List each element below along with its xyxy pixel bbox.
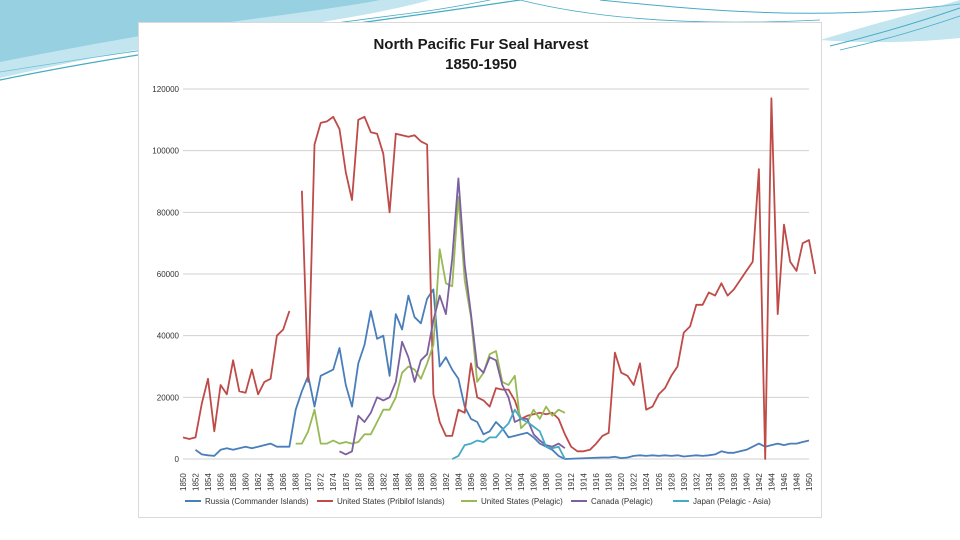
x-tick-label-1856: 1856 (217, 473, 226, 491)
x-tick-label-1862: 1862 (254, 473, 263, 491)
x-tick-label-1910: 1910 (555, 473, 564, 491)
x-tick-label-1898: 1898 (479, 473, 488, 491)
x-tick-label-1918: 1918 (605, 473, 614, 491)
line-chart: 0 20000 40000 60000 80000 100000 120000 1850 185… (152, 85, 817, 506)
series-line-0 (194, 288, 810, 460)
chart-title-line-1: North Pacific Fur Seal Harvest (373, 36, 589, 53)
legend-entry-3: Canada (Pelagic) (591, 497, 653, 506)
x-tick-label-1886: 1886 (404, 473, 413, 491)
x-tick-label-1914: 1914 (580, 473, 589, 491)
x-tick-label-1868: 1868 (292, 473, 301, 491)
x-tick-label-1896: 1896 (467, 473, 476, 491)
x-tick-label-1874: 1874 (329, 473, 338, 491)
series-line-2 (295, 196, 566, 445)
x-tick-label-1870: 1870 (304, 473, 313, 491)
y-tick-label-120000: 120000 (152, 85, 179, 94)
x-tick-label-1930: 1930 (680, 473, 689, 491)
series-line-1 (182, 97, 817, 460)
x-tick-label-1858: 1858 (229, 473, 238, 491)
legend-entry-4: Japan (Pelagic - Asia) (693, 497, 771, 506)
x-tick-label-1872: 1872 (317, 473, 326, 491)
x-tick-label-1888: 1888 (417, 473, 426, 491)
x-tick-label-1900: 1900 (492, 473, 501, 491)
x-tick-label-1948: 1948 (792, 473, 801, 491)
x-tick-label-1876: 1876 (342, 473, 351, 491)
y-tick-label-80000: 80000 (157, 208, 180, 217)
x-tick-label-1894: 1894 (454, 473, 463, 491)
x-tick-label-1946: 1946 (780, 473, 789, 491)
chart-title: North Pacific Fur Seal Harvest 1850-1950 (139, 35, 823, 75)
y-tick-label-100000: 100000 (152, 147, 179, 156)
legend-entry-2: United States (Pelagic) (481, 497, 563, 506)
x-tick-label-1942: 1942 (755, 473, 764, 491)
x-tick-label-1892: 1892 (442, 473, 451, 491)
x-tick-label-1850: 1850 (179, 473, 188, 491)
x-tick-label-1902: 1902 (505, 473, 514, 491)
x-tick-label-1950: 1950 (805, 473, 814, 491)
x-tick-label-1854: 1854 (204, 473, 213, 491)
chart-panel: North Pacific Fur Seal Harvest 1850-1950… (138, 22, 822, 518)
legend-entry-0: Russia (Commander Islands) (205, 497, 309, 506)
x-tick-label-1928: 1928 (667, 473, 676, 491)
x-tick-label-1938: 1938 (730, 473, 739, 491)
x-tick-label-1860: 1860 (242, 473, 251, 491)
x-tick-label-1884: 1884 (392, 473, 401, 491)
y-tick-label-0: 0 (175, 455, 180, 464)
x-tick-label-1944: 1944 (767, 473, 776, 491)
x-tick-label-1908: 1908 (542, 473, 551, 491)
x-tick-label-1936: 1936 (717, 473, 726, 491)
x-tick-label-1916: 1916 (592, 473, 601, 491)
y-tick-label-40000: 40000 (157, 332, 180, 341)
x-tick-label-1890: 1890 (429, 473, 438, 491)
series-line-3 (339, 177, 566, 456)
x-tick-label-1904: 1904 (517, 473, 526, 491)
x-tick-label-1932: 1932 (692, 473, 701, 491)
y-tick-label-60000: 60000 (157, 270, 180, 279)
x-tick-label-1926: 1926 (655, 473, 664, 491)
x-tick-label-1880: 1880 (367, 473, 376, 491)
x-tick-label-1878: 1878 (354, 473, 363, 491)
x-tick-label-1852: 1852 (192, 473, 201, 491)
x-tick-label-1912: 1912 (567, 473, 576, 491)
series-line-4 (451, 408, 566, 460)
y-tick-label-20000: 20000 (157, 393, 180, 402)
x-tick-label-1866: 1866 (279, 473, 288, 491)
x-tick-label-1922: 1922 (630, 473, 639, 491)
x-tick-label-1924: 1924 (642, 473, 651, 491)
chart-title-line-2: 1850-1950 (445, 56, 517, 73)
legend-entry-1: United States (Pribilof Islands) (337, 497, 445, 506)
x-tick-label-1920: 1920 (617, 473, 626, 491)
x-tick-label-1882: 1882 (379, 473, 388, 491)
x-tick-label-1864: 1864 (267, 473, 276, 491)
decor-swoosh-top-right (519, 0, 960, 51)
x-tick-label-1906: 1906 (530, 473, 539, 491)
x-tick-label-1940: 1940 (742, 473, 751, 491)
x-tick-label-1934: 1934 (705, 473, 714, 491)
